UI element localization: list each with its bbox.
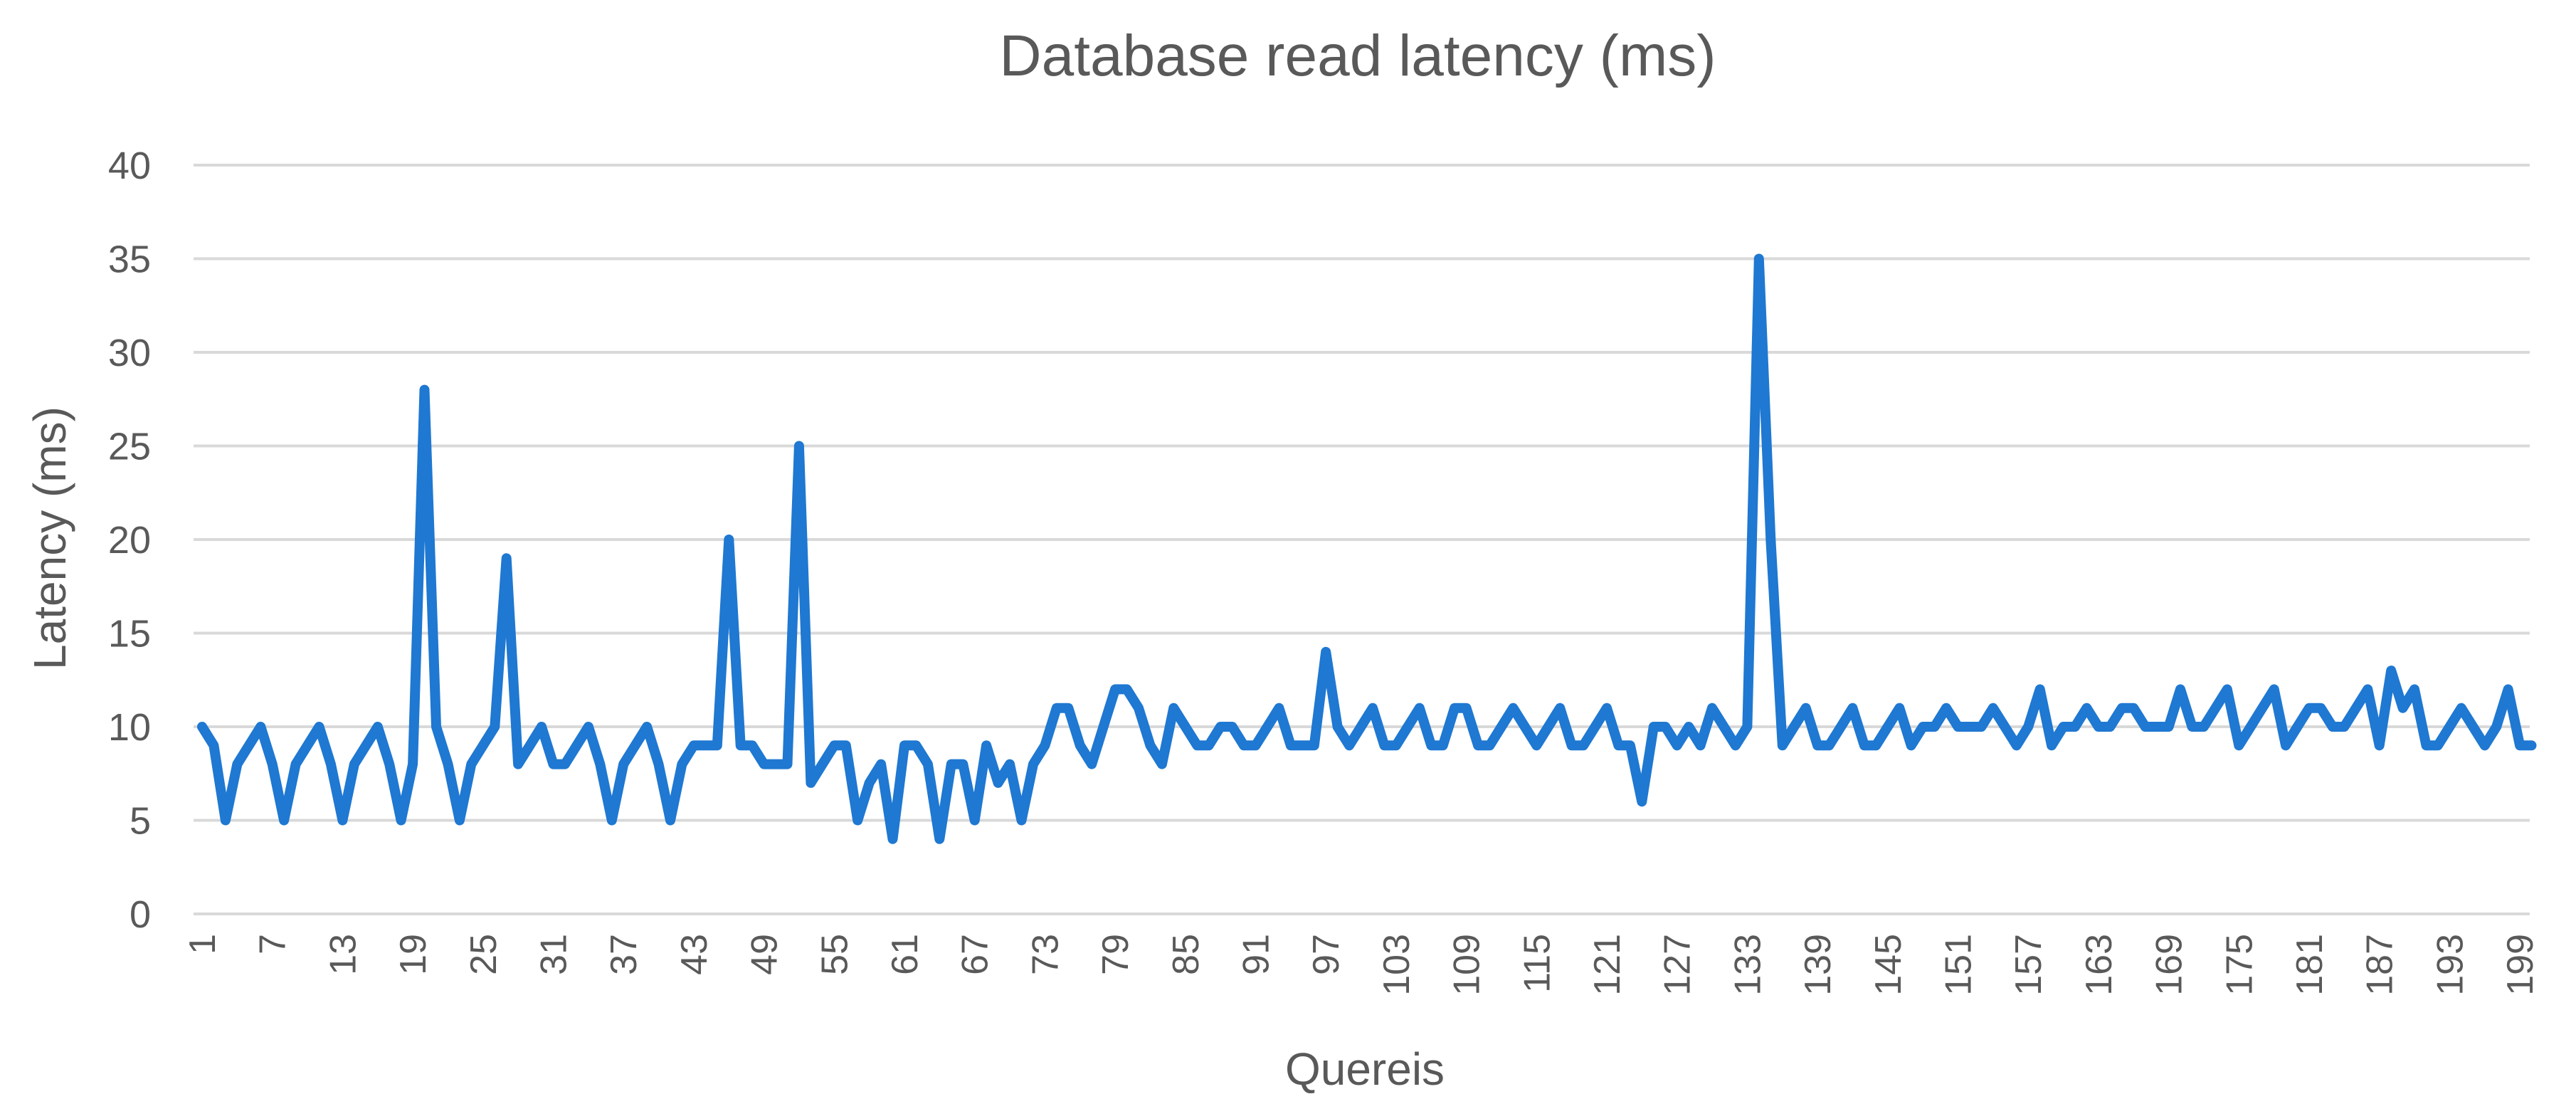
x-tick-label: 169 [2149, 934, 2190, 996]
y-tick-label: 10 [108, 706, 151, 749]
y-tick-label: 30 [108, 332, 151, 374]
series-layer [197, 253, 2537, 844]
x-tick-label: 7 [253, 934, 294, 955]
y-tick-label: 35 [108, 238, 151, 281]
gridlines [194, 164, 2530, 915]
x-tick-label: 31 [534, 934, 575, 975]
series-line-latency [197, 253, 2537, 844]
x-tick-label: 37 [603, 934, 645, 975]
x-tick-label: 181 [2289, 934, 2330, 996]
x-tick-label: 133 [1727, 934, 1768, 996]
x-tick-label: 127 [1657, 934, 1699, 996]
x-tick-label: 97 [1306, 934, 1347, 975]
x-tick-label: 13 [322, 934, 364, 975]
x-tick-label: 187 [2360, 934, 2401, 996]
y-tick-label: 5 [130, 800, 151, 843]
x-tick-label: 145 [1868, 934, 1909, 996]
chart-title: Database read latency (ms) [999, 23, 1716, 88]
x-tick-label: 199 [2500, 934, 2541, 996]
y-tick-label: 25 [108, 426, 151, 468]
x-tick-label: 43 [674, 934, 715, 975]
x-tick-label: 61 [885, 934, 926, 975]
x-axis-title: Quereis [1285, 1043, 1445, 1095]
y-axis-ticks: 0 5 10 15 20 25 30 35 40 [108, 144, 151, 936]
x-tick-label: 85 [1166, 934, 1207, 975]
y-tick-label: 20 [108, 519, 151, 562]
x-tick-label: 121 [1587, 934, 1628, 996]
x-tick-label: 91 [1236, 934, 1277, 975]
y-tick-label: 0 [130, 893, 151, 936]
x-axis-ticks: 1 7 13 19 25 31 37 43 49 55 61 67 73 79 85 91 97 103 109 11… [182, 934, 2541, 996]
x-tick-label: 157 [2008, 934, 2049, 996]
x-tick-label: 115 [1516, 934, 1558, 993]
y-tick-label: 40 [108, 144, 151, 187]
x-tick-label: 79 [1095, 934, 1136, 975]
x-tick-label: 109 [1447, 934, 1488, 996]
y-tick-label: 15 [108, 613, 151, 656]
x-tick-label: 139 [1798, 934, 1839, 996]
x-tick-label: 19 [393, 934, 434, 975]
x-tick-label: 67 [955, 934, 996, 975]
x-tick-label: 49 [744, 934, 786, 975]
x-tick-label: 163 [2079, 934, 2120, 996]
x-tick-label: 193 [2429, 934, 2471, 996]
x-tick-label: 73 [1025, 934, 1066, 975]
x-tick-label: 175 [2219, 934, 2260, 996]
x-tick-label: 25 [463, 934, 505, 975]
x-tick-label: 55 [814, 934, 855, 975]
x-tick-label: 1 [182, 934, 223, 955]
y-axis-title: Latency (ms) [24, 406, 75, 670]
x-tick-label: 151 [1938, 934, 1980, 996]
x-tick-label: 103 [1376, 934, 1418, 996]
